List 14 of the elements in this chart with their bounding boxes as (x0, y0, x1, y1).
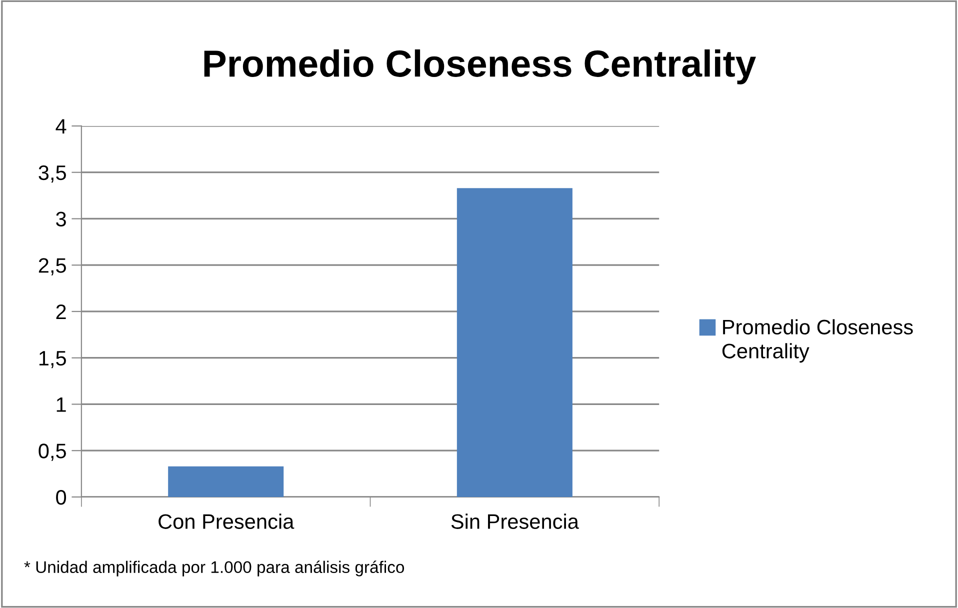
y-tick-label: 3,5 (38, 165, 66, 183)
x-tick-label: Con Presencia (158, 514, 294, 529)
legend-label: Promedio Closeness Centrality (722, 319, 913, 363)
chart-title: Promedio Closeness Centrality (204, 49, 756, 84)
x-tick-label: Sin Presencia (451, 514, 579, 529)
y-tick-label: 4 (56, 119, 66, 134)
y-tick-label: 2,5 (38, 258, 66, 276)
y-tick-label: 3 (56, 212, 66, 226)
y-tick-label: 0,5 (38, 444, 66, 461)
y-tick-label: 1 (56, 397, 66, 412)
text: * Unidad amplificada por 1.000 para análisis gráfico (24, 560, 404, 576)
y-tick-label: 1,5 (39, 351, 66, 368)
y-tick-label: 2 (56, 304, 66, 320)
y-tick-label: 0 (56, 490, 66, 505)
